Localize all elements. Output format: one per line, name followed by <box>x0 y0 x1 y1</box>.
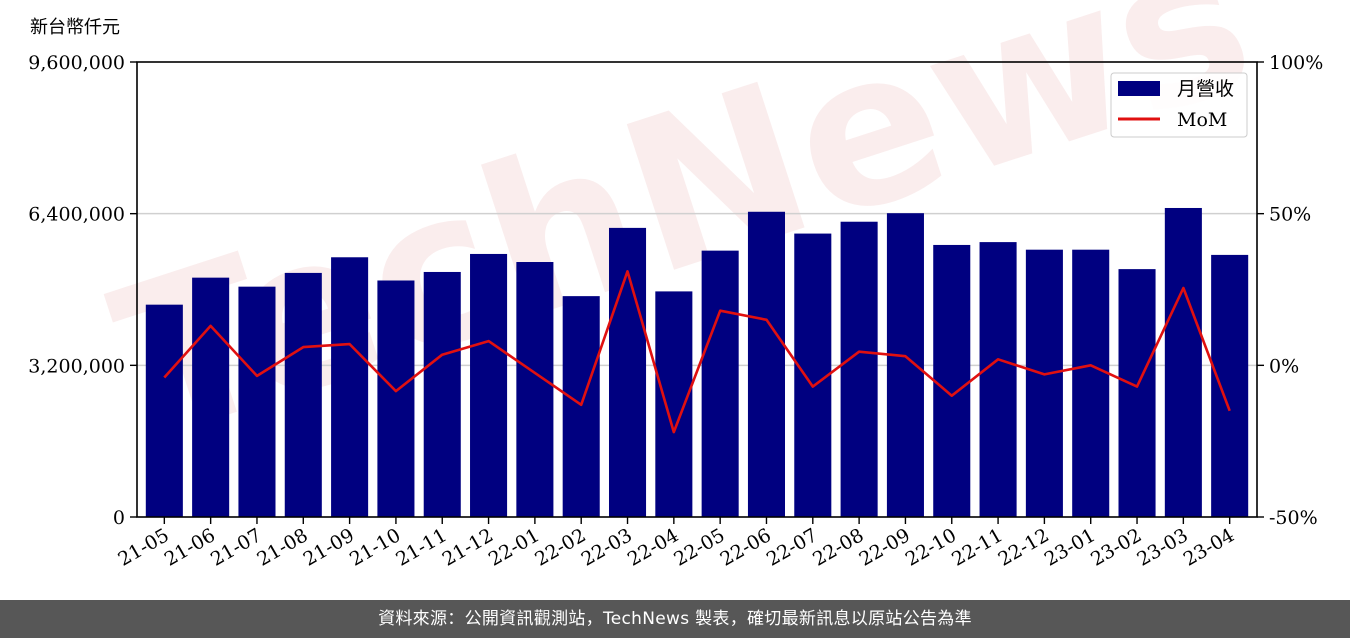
x-tick-label: 22-05 <box>670 524 728 570</box>
bar-23-01 <box>1072 249 1110 517</box>
bar-23-02 <box>1118 269 1156 517</box>
bar-23-04 <box>1211 254 1249 517</box>
bar-22-01 <box>516 262 554 517</box>
bar-22-05 <box>701 250 739 517</box>
line-series <box>163 269 1231 434</box>
x-tick-label: 22-08 <box>809 524 867 570</box>
legend: 月營收 MoM <box>1110 72 1248 138</box>
source-footer-text: 資料來源：公開資訊觀測站，TechNews 製表，確切最新訊息以原站公告為準 <box>378 609 972 629</box>
bar-23-03 <box>1164 207 1202 517</box>
x-tick-label: 22-09 <box>855 524 913 570</box>
legend-bar-label: 月營收 <box>1177 78 1234 100</box>
bar-21-05 <box>145 304 183 517</box>
x-tick-label: 21-11 <box>392 524 450 570</box>
x-tick-label: 22-03 <box>578 524 636 570</box>
chart-area: TechNews 0 3,200,000 6,400,000 9,600,000 -50… <box>28 0 1323 571</box>
bar-22-09 <box>886 213 924 518</box>
left-tick-label: 0 <box>113 507 125 529</box>
x-tick-label: 22-01 <box>485 524 543 570</box>
x-tick-label: 22-10 <box>902 524 960 570</box>
right-tick-label: -50% <box>1269 507 1318 529</box>
bar-21-12 <box>470 253 508 517</box>
x-tick-label: 22-02 <box>531 524 589 570</box>
bar-22-08 <box>840 221 878 518</box>
mom-line <box>163 269 1231 434</box>
bar-22-10 <box>933 244 971 517</box>
plot-frame <box>136 61 1258 518</box>
x-tick-label: 23-02 <box>1087 524 1145 570</box>
bar-21-07 <box>238 286 276 517</box>
right-tick-label: 100% <box>1269 52 1323 74</box>
left-axis-unit-label: 新台幣仟元 <box>30 17 120 38</box>
bar-21-06 <box>192 277 230 517</box>
x-tick-label: 23-04 <box>1180 524 1238 570</box>
x-tick-label: 21-12 <box>439 524 497 570</box>
x-tick-label: 23-03 <box>1133 524 1191 570</box>
bar-21-08 <box>284 272 322 517</box>
bar-22-11 <box>979 242 1017 517</box>
left-tick-label: 6,400,000 <box>28 204 125 226</box>
x-tick-label: 23-01 <box>1041 524 1099 570</box>
bar-21-11 <box>423 271 461 517</box>
bar-22-06 <box>747 211 786 518</box>
x-tick-label: 22-04 <box>624 524 682 570</box>
source-footer: 資料來源：公開資訊觀測站，TechNews 製表，確切最新訊息以原站公告為準 <box>0 600 1350 638</box>
bar-22-07 <box>794 233 832 517</box>
x-tick-label: 21-05 <box>114 524 172 570</box>
x-tick-label: 21-07 <box>207 524 265 570</box>
x-tick-label: 22-12 <box>994 524 1052 570</box>
bar-22-04 <box>655 291 693 517</box>
bar-21-09 <box>331 257 369 517</box>
x-tick-label: 21-09 <box>300 524 358 570</box>
bar-21-10 <box>377 280 415 517</box>
right-tick-label: 50% <box>1269 204 1311 226</box>
legend-bar-swatch <box>1118 81 1160 96</box>
x-tick-label: 21-08 <box>253 524 311 570</box>
x-tick-label: 21-06 <box>161 524 219 570</box>
bar-22-02 <box>562 296 600 517</box>
combo-chart: TechNews 03,200,0006,400,0009,600,000-50… <box>28 0 1323 571</box>
legend-line-label: MoM <box>1177 109 1227 131</box>
right-tick-label: 0% <box>1269 355 1299 377</box>
x-tick-label: 22-06 <box>717 524 775 570</box>
x-tick-label: 22-11 <box>948 524 1006 570</box>
bar-22-12 <box>1025 249 1063 517</box>
bar-series <box>145 207 1249 518</box>
x-tick-label: 22-07 <box>763 524 821 570</box>
left-tick-label: 9,600,000 <box>28 52 125 74</box>
x-tick-label: 21-10 <box>346 524 404 570</box>
left-tick-label: 3,200,000 <box>28 355 125 377</box>
grid-lines <box>137 212 1257 367</box>
